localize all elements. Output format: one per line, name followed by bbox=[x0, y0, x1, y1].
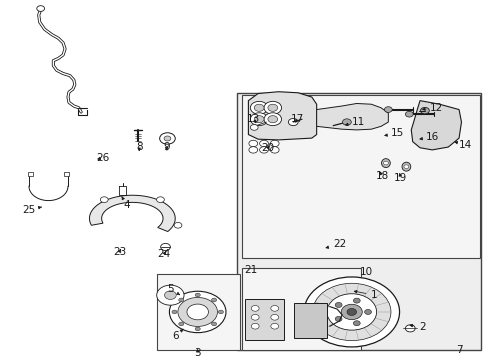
Circle shape bbox=[172, 310, 177, 314]
Text: 7: 7 bbox=[455, 345, 462, 355]
Text: 22: 22 bbox=[325, 239, 346, 249]
Circle shape bbox=[270, 306, 278, 311]
Circle shape bbox=[405, 111, 412, 117]
Circle shape bbox=[251, 314, 259, 320]
Circle shape bbox=[169, 291, 225, 333]
Text: 13: 13 bbox=[246, 114, 259, 124]
Text: 10: 10 bbox=[359, 267, 372, 277]
Circle shape bbox=[179, 322, 183, 326]
Text: 18: 18 bbox=[375, 171, 388, 181]
Circle shape bbox=[326, 294, 376, 330]
Text: 3: 3 bbox=[194, 348, 201, 358]
Circle shape bbox=[267, 116, 277, 123]
Circle shape bbox=[37, 6, 44, 12]
Circle shape bbox=[160, 243, 170, 251]
Circle shape bbox=[211, 298, 216, 302]
Circle shape bbox=[420, 107, 428, 114]
Text: 14: 14 bbox=[454, 140, 471, 150]
Text: 4: 4 bbox=[122, 197, 129, 210]
Circle shape bbox=[259, 140, 268, 147]
Circle shape bbox=[163, 136, 170, 141]
Circle shape bbox=[312, 283, 390, 341]
Circle shape bbox=[250, 113, 267, 126]
Text: 1: 1 bbox=[354, 290, 377, 300]
Text: 5: 5 bbox=[167, 284, 179, 295]
Text: 8: 8 bbox=[136, 142, 142, 152]
Text: 23: 23 bbox=[113, 247, 126, 257]
Circle shape bbox=[353, 298, 360, 303]
Bar bbox=[237, 94, 480, 351]
Text: 17: 17 bbox=[290, 114, 303, 124]
Text: 16: 16 bbox=[419, 132, 438, 142]
Circle shape bbox=[218, 310, 223, 314]
Polygon shape bbox=[89, 195, 175, 231]
Circle shape bbox=[384, 107, 391, 112]
Circle shape bbox=[270, 314, 278, 320]
Circle shape bbox=[156, 197, 164, 203]
Circle shape bbox=[248, 147, 257, 153]
Circle shape bbox=[251, 306, 259, 311]
Circle shape bbox=[254, 116, 264, 123]
Circle shape bbox=[254, 104, 264, 111]
Polygon shape bbox=[294, 303, 327, 338]
Circle shape bbox=[195, 293, 200, 297]
Text: 12: 12 bbox=[422, 103, 442, 113]
Circle shape bbox=[364, 310, 371, 314]
Circle shape bbox=[270, 147, 279, 153]
Text: 21: 21 bbox=[244, 265, 257, 275]
Text: 15: 15 bbox=[384, 129, 403, 139]
Circle shape bbox=[335, 302, 341, 307]
Ellipse shape bbox=[401, 162, 410, 171]
Circle shape bbox=[383, 161, 387, 165]
Circle shape bbox=[195, 327, 200, 331]
Bar bbox=[157, 274, 239, 351]
Circle shape bbox=[270, 140, 279, 147]
Circle shape bbox=[267, 104, 277, 111]
Circle shape bbox=[270, 323, 278, 329]
Polygon shape bbox=[245, 300, 284, 341]
Circle shape bbox=[403, 165, 408, 168]
Circle shape bbox=[346, 309, 356, 315]
Bar bbox=[64, 172, 69, 176]
Circle shape bbox=[174, 222, 182, 228]
Circle shape bbox=[250, 125, 258, 130]
Text: 25: 25 bbox=[22, 205, 41, 215]
Circle shape bbox=[353, 321, 360, 326]
Text: 6: 6 bbox=[172, 329, 183, 341]
Circle shape bbox=[100, 197, 108, 203]
Bar bbox=[28, 172, 33, 176]
Polygon shape bbox=[248, 92, 316, 140]
Circle shape bbox=[211, 322, 216, 326]
Text: 19: 19 bbox=[393, 173, 407, 183]
Polygon shape bbox=[410, 101, 461, 150]
Circle shape bbox=[335, 316, 341, 321]
Text: 26: 26 bbox=[96, 153, 109, 163]
Text: 11: 11 bbox=[345, 117, 364, 127]
Text: 2: 2 bbox=[409, 322, 425, 332]
Circle shape bbox=[405, 325, 414, 332]
Circle shape bbox=[341, 304, 362, 320]
Circle shape bbox=[259, 147, 268, 153]
Circle shape bbox=[342, 119, 350, 125]
Circle shape bbox=[157, 285, 183, 305]
Bar bbox=[242, 95, 479, 258]
Circle shape bbox=[178, 297, 217, 327]
Circle shape bbox=[264, 113, 281, 126]
Text: 24: 24 bbox=[157, 249, 170, 259]
Bar bbox=[242, 269, 360, 351]
Ellipse shape bbox=[381, 159, 389, 167]
Text: 9: 9 bbox=[163, 142, 169, 152]
Circle shape bbox=[179, 298, 183, 302]
Circle shape bbox=[248, 140, 257, 147]
Circle shape bbox=[264, 102, 281, 114]
Text: 20: 20 bbox=[261, 143, 274, 153]
Circle shape bbox=[159, 133, 175, 144]
Circle shape bbox=[186, 304, 208, 320]
Circle shape bbox=[304, 277, 399, 347]
Circle shape bbox=[164, 291, 176, 300]
Polygon shape bbox=[316, 103, 387, 130]
Circle shape bbox=[251, 323, 259, 329]
Circle shape bbox=[250, 102, 267, 114]
Circle shape bbox=[288, 118, 298, 126]
